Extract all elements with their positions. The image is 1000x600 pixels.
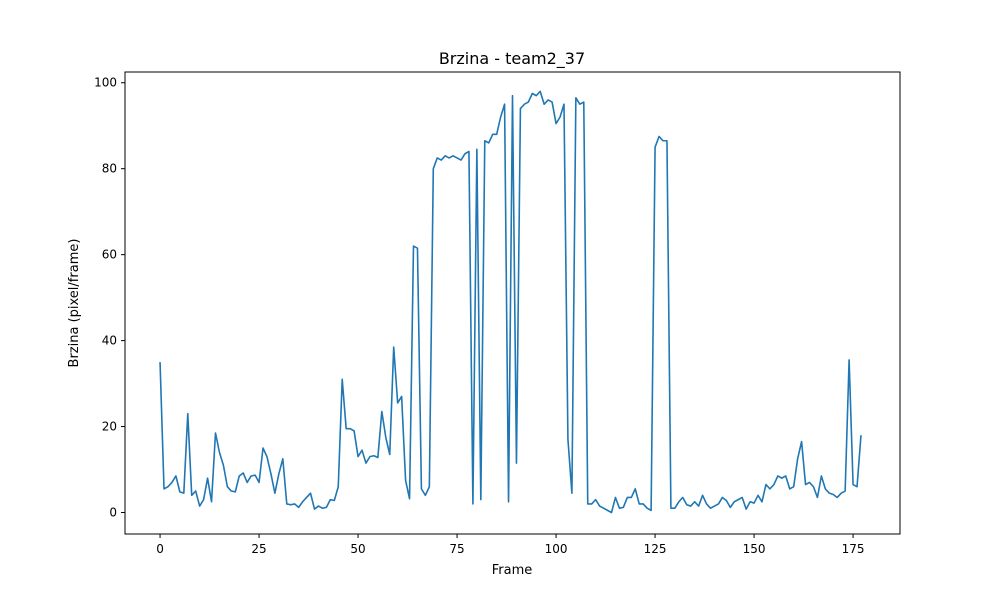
y-tick-label: 40	[102, 334, 117, 348]
y-axis-label: Brzina (pixel/frame)	[67, 239, 82, 368]
x-tick-label: 25	[251, 542, 266, 556]
plot-frame	[124, 71, 901, 535]
x-axis-label: Frame	[492, 563, 533, 578]
x-tick-label: 50	[350, 542, 365, 556]
chart-title: Brzina - team2_37	[439, 49, 585, 69]
x-tick-label: 125	[644, 542, 667, 556]
x-tick-label: 150	[743, 542, 766, 556]
y-tick-label: 80	[102, 162, 117, 176]
y-tick-label: 0	[109, 506, 117, 520]
x-tick-label: 75	[449, 542, 464, 556]
x-tick-label: 100	[545, 542, 568, 556]
plot-area: 0 25 50 75 100 125 150 175 0 20 40 60 80 100	[94, 76, 864, 556]
y-tick-label: 100	[94, 76, 117, 90]
y-tick-label: 20	[102, 420, 117, 434]
series-line-0	[159, 90, 862, 514]
x-tick-label: 175	[842, 542, 865, 556]
y-tick-label: 60	[102, 248, 117, 262]
x-tick-label: 0	[156, 542, 164, 556]
